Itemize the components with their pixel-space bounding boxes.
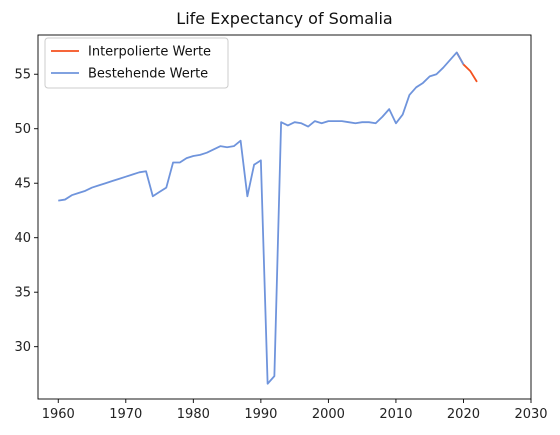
y-tick-label: 30 bbox=[14, 340, 31, 355]
legend-label: Interpolierte Werte bbox=[88, 45, 211, 60]
plot-area bbox=[58, 51, 478, 385]
legend: Interpolierte Werte Bestehende Werte bbox=[44, 37, 229, 89]
x-tick-label: 2000 bbox=[312, 407, 345, 422]
axes: 1960 1970 1980 1990 2000 2010 2020 2030 30 35 40 45… bbox=[14, 34, 548, 422]
x-tick-label: 1960 bbox=[42, 407, 75, 422]
series-line-bestehende-werte bbox=[58, 51, 465, 385]
x-tick-label: 1970 bbox=[109, 407, 142, 422]
legend-box bbox=[44, 37, 229, 89]
y-tick-label: 40 bbox=[14, 231, 31, 246]
x-tick-label: 2010 bbox=[379, 407, 412, 422]
y-tick-label: 55 bbox=[14, 68, 31, 83]
y-tick-label: 45 bbox=[14, 177, 31, 192]
x-tick-label: 1990 bbox=[244, 407, 277, 422]
y-tick-label: 50 bbox=[14, 122, 31, 137]
x-tick-label: 1980 bbox=[177, 407, 210, 422]
legend-label: Bestehende Werte bbox=[88, 67, 208, 82]
x-tick-label: 2030 bbox=[514, 407, 547, 422]
y-tick-label: 35 bbox=[14, 286, 31, 301]
chart-title: Life Expectancy of Somalia bbox=[176, 9, 392, 28]
plot-frame bbox=[37, 34, 532, 400]
x-tick-label: 2020 bbox=[447, 407, 480, 422]
